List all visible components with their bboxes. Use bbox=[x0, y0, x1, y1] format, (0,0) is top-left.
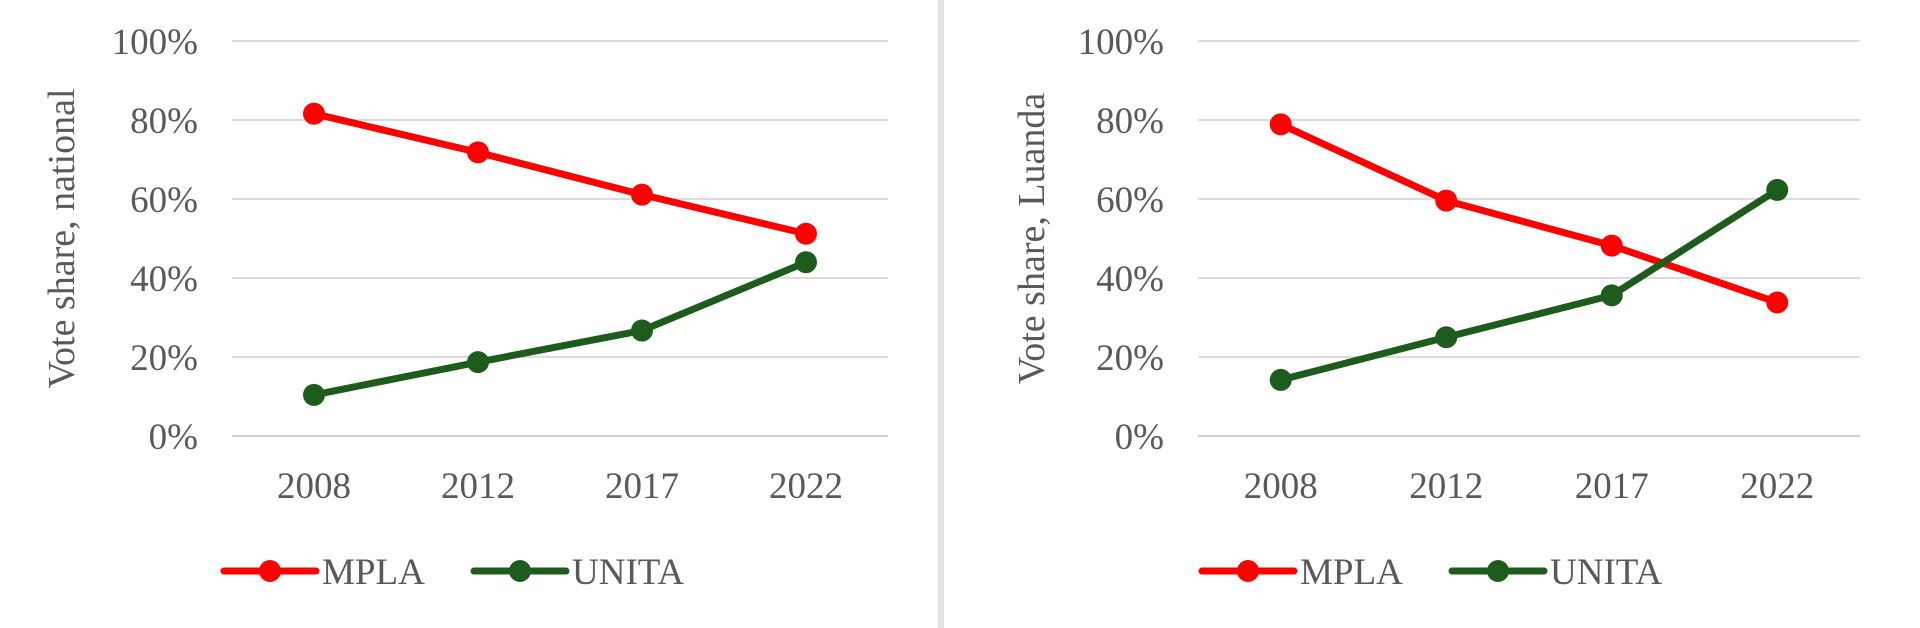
data-point-unita bbox=[631, 319, 653, 342]
legend-label: UNITA bbox=[1550, 552, 1662, 593]
data-point-mpla bbox=[1600, 234, 1623, 257]
data-point-unita bbox=[795, 251, 817, 274]
legend-item-unita: UNITA bbox=[470, 552, 684, 593]
y-tick-label: 60% bbox=[130, 180, 198, 221]
data-point-unita bbox=[1435, 326, 1458, 349]
data-point-unita bbox=[1269, 368, 1292, 391]
y-tick-label: 80% bbox=[130, 101, 198, 142]
data-point-mpla bbox=[1766, 291, 1789, 314]
series-line-mpla bbox=[310, 110, 810, 238]
y-axis-label: Vote share, Luanda bbox=[1011, 93, 1053, 385]
legend-marker bbox=[509, 560, 531, 582]
series-line-unita bbox=[1277, 186, 1781, 384]
data-point-unita bbox=[1600, 284, 1623, 307]
data-point-mpla bbox=[1269, 113, 1292, 136]
data-point-mpla bbox=[303, 102, 325, 125]
data-point-mpla bbox=[1435, 189, 1458, 212]
y-tick-label: 60% bbox=[1096, 180, 1164, 221]
x-tick-label: 2012 bbox=[441, 466, 515, 507]
x-tick-label: 2008 bbox=[1244, 466, 1318, 507]
legend-item-mpla: MPLA bbox=[220, 552, 425, 593]
legend-marker bbox=[259, 560, 281, 582]
data-point-mpla bbox=[631, 183, 653, 206]
y-tick-label: 40% bbox=[1096, 259, 1164, 300]
data-point-mpla bbox=[467, 141, 489, 164]
y-tick-label: 0% bbox=[1115, 417, 1164, 458]
y-tick-label: 20% bbox=[130, 338, 198, 379]
y-tick-label: 0% bbox=[149, 417, 198, 458]
data-point-unita bbox=[1766, 178, 1789, 201]
series-line-mpla bbox=[1277, 120, 1781, 306]
y-tick-label: 20% bbox=[1096, 338, 1164, 379]
series-line-unita bbox=[310, 258, 810, 399]
x-tick-label: 2012 bbox=[1409, 466, 1483, 507]
legend-label: UNITA bbox=[572, 552, 684, 593]
chart-panel-national: 0% 20% 40% 60% 80% 100% 2008 2012 2017 2022 Vote s… bbox=[41, 22, 888, 593]
legend-item-mpla: MPLA bbox=[1198, 552, 1403, 593]
x-tick-label: 2022 bbox=[1740, 466, 1814, 507]
y-tick-label: 100% bbox=[1078, 22, 1164, 63]
x-tick-label: 2017 bbox=[605, 466, 679, 507]
x-tick-label: 2017 bbox=[1575, 466, 1649, 507]
y-axis-label: Vote share, national bbox=[41, 88, 83, 388]
y-tick-label: 40% bbox=[130, 259, 198, 300]
x-tick-label: 2022 bbox=[769, 466, 843, 507]
legend-label: MPLA bbox=[1300, 552, 1403, 593]
data-point-unita bbox=[467, 351, 489, 374]
y-tick-label: 100% bbox=[112, 22, 198, 63]
data-point-mpla bbox=[795, 222, 817, 245]
legend-item-unita: UNITA bbox=[1448, 552, 1662, 593]
data-point-unita bbox=[303, 383, 325, 406]
legend-marker bbox=[1237, 560, 1259, 582]
legend-label: MPLA bbox=[322, 552, 425, 593]
x-tick-label: 2008 bbox=[277, 466, 351, 507]
chart-panel-luanda: 0% 20% 40% 60% 80% 100% 2008 2012 2017 2022 Vote s… bbox=[1011, 22, 1860, 593]
panel-divider bbox=[938, 0, 944, 628]
y-tick-label: 80% bbox=[1096, 101, 1164, 142]
legend-marker bbox=[1487, 560, 1509, 582]
